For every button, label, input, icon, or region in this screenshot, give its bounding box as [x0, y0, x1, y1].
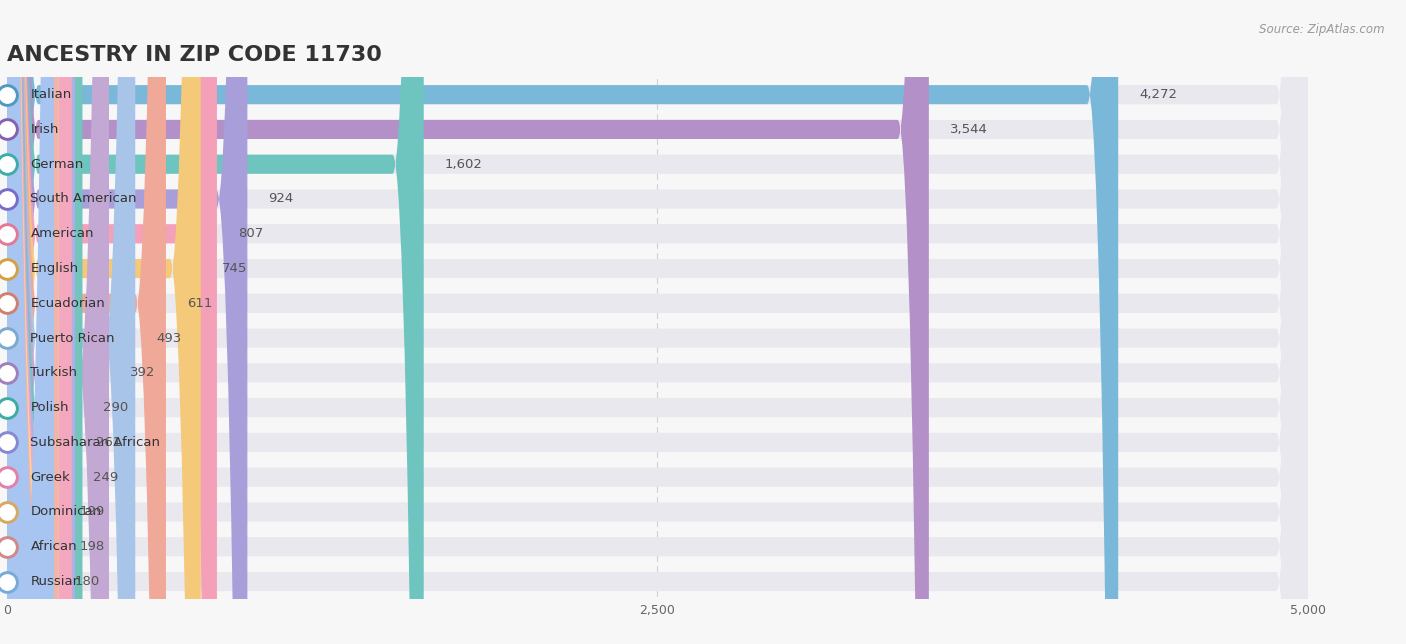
Text: 199: 199	[80, 506, 105, 518]
Text: German: German	[31, 158, 84, 171]
FancyBboxPatch shape	[7, 0, 1308, 644]
FancyBboxPatch shape	[7, 0, 59, 644]
Text: 924: 924	[269, 193, 294, 205]
FancyBboxPatch shape	[7, 0, 75, 644]
FancyBboxPatch shape	[7, 0, 166, 644]
FancyBboxPatch shape	[7, 0, 1308, 644]
Text: African: African	[31, 540, 77, 553]
Text: 392: 392	[129, 366, 155, 379]
Text: 180: 180	[75, 575, 100, 588]
Text: 198: 198	[79, 540, 104, 553]
FancyBboxPatch shape	[7, 0, 1118, 644]
FancyBboxPatch shape	[7, 0, 1308, 644]
Text: Source: ZipAtlas.com: Source: ZipAtlas.com	[1260, 23, 1385, 35]
FancyBboxPatch shape	[7, 0, 1308, 644]
Text: Irish: Irish	[31, 123, 59, 136]
Text: American: American	[31, 227, 94, 240]
FancyBboxPatch shape	[7, 0, 53, 644]
Text: 745: 745	[222, 262, 247, 275]
Text: 261: 261	[96, 436, 121, 449]
Text: Subsaharan African: Subsaharan African	[31, 436, 160, 449]
Text: Ecuadorian: Ecuadorian	[31, 297, 105, 310]
Text: Greek: Greek	[31, 471, 70, 484]
Text: 1,602: 1,602	[444, 158, 482, 171]
Text: Dominican: Dominican	[31, 506, 101, 518]
Text: Russian: Russian	[31, 575, 82, 588]
Text: 249: 249	[93, 471, 118, 484]
Text: Italian: Italian	[31, 88, 72, 101]
FancyBboxPatch shape	[7, 0, 1308, 644]
Text: 807: 807	[238, 227, 263, 240]
FancyBboxPatch shape	[7, 0, 217, 644]
FancyBboxPatch shape	[7, 0, 110, 644]
FancyBboxPatch shape	[7, 0, 1308, 644]
Text: Turkish: Turkish	[31, 366, 77, 379]
Text: 493: 493	[156, 332, 181, 345]
FancyBboxPatch shape	[7, 0, 83, 644]
FancyBboxPatch shape	[7, 0, 1308, 644]
Text: 290: 290	[103, 401, 128, 414]
FancyBboxPatch shape	[7, 0, 423, 644]
FancyBboxPatch shape	[7, 0, 1308, 644]
FancyBboxPatch shape	[7, 0, 1308, 644]
Text: English: English	[31, 262, 79, 275]
Text: South American: South American	[31, 193, 136, 205]
FancyBboxPatch shape	[7, 0, 1308, 644]
FancyBboxPatch shape	[7, 0, 201, 644]
FancyBboxPatch shape	[7, 0, 1308, 644]
Text: Puerto Rican: Puerto Rican	[31, 332, 115, 345]
FancyBboxPatch shape	[7, 0, 1308, 644]
FancyBboxPatch shape	[7, 0, 1308, 644]
Text: 3,544: 3,544	[949, 123, 987, 136]
FancyBboxPatch shape	[7, 0, 135, 644]
Text: Polish: Polish	[31, 401, 69, 414]
Text: 611: 611	[187, 297, 212, 310]
Text: ANCESTRY IN ZIP CODE 11730: ANCESTRY IN ZIP CODE 11730	[7, 44, 382, 64]
FancyBboxPatch shape	[7, 0, 929, 644]
FancyBboxPatch shape	[7, 0, 247, 644]
FancyBboxPatch shape	[7, 0, 72, 644]
Text: 4,272: 4,272	[1139, 88, 1177, 101]
FancyBboxPatch shape	[7, 0, 59, 644]
FancyBboxPatch shape	[7, 0, 1308, 644]
FancyBboxPatch shape	[7, 0, 1308, 644]
